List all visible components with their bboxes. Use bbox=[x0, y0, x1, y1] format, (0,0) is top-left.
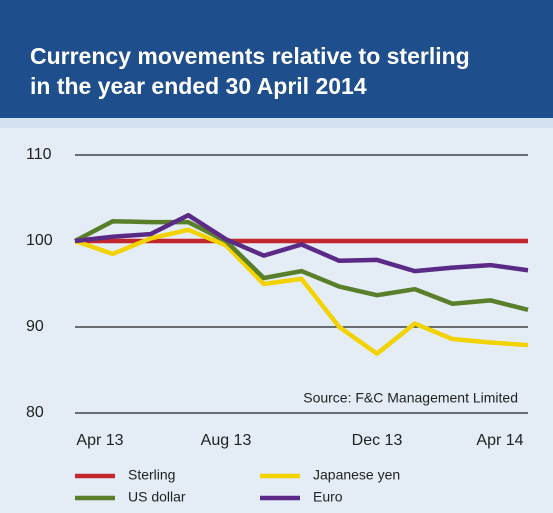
chart-title: Currency movements relative to sterling bbox=[30, 43, 470, 69]
x-tick-label: Dec 13 bbox=[352, 432, 403, 449]
line-series bbox=[74, 227, 529, 356]
legend-label: Japanese yen bbox=[313, 467, 400, 483]
source-note: Source: F&C Management Limited bbox=[303, 390, 518, 406]
x-tick-label: Apr 13 bbox=[76, 432, 123, 449]
header bbox=[0, 0, 553, 118]
x-tick-label: Aug 13 bbox=[201, 432, 252, 449]
x-tick-label: Apr 14 bbox=[476, 432, 523, 449]
legend-label: Sterling bbox=[128, 467, 175, 483]
header-strip bbox=[0, 118, 553, 128]
legend-label: Euro bbox=[313, 489, 343, 505]
y-tick-label: 90 bbox=[26, 318, 44, 335]
line-series bbox=[74, 212, 529, 274]
y-tick-label: 80 bbox=[26, 404, 44, 421]
line-series bbox=[73, 218, 529, 312]
legend-label: US dollar bbox=[128, 489, 186, 505]
y-tick-label: 110 bbox=[26, 146, 52, 163]
y-tick-label: 100 bbox=[26, 232, 53, 249]
chart-title: in the year ended 30 April 2014 bbox=[30, 73, 367, 99]
